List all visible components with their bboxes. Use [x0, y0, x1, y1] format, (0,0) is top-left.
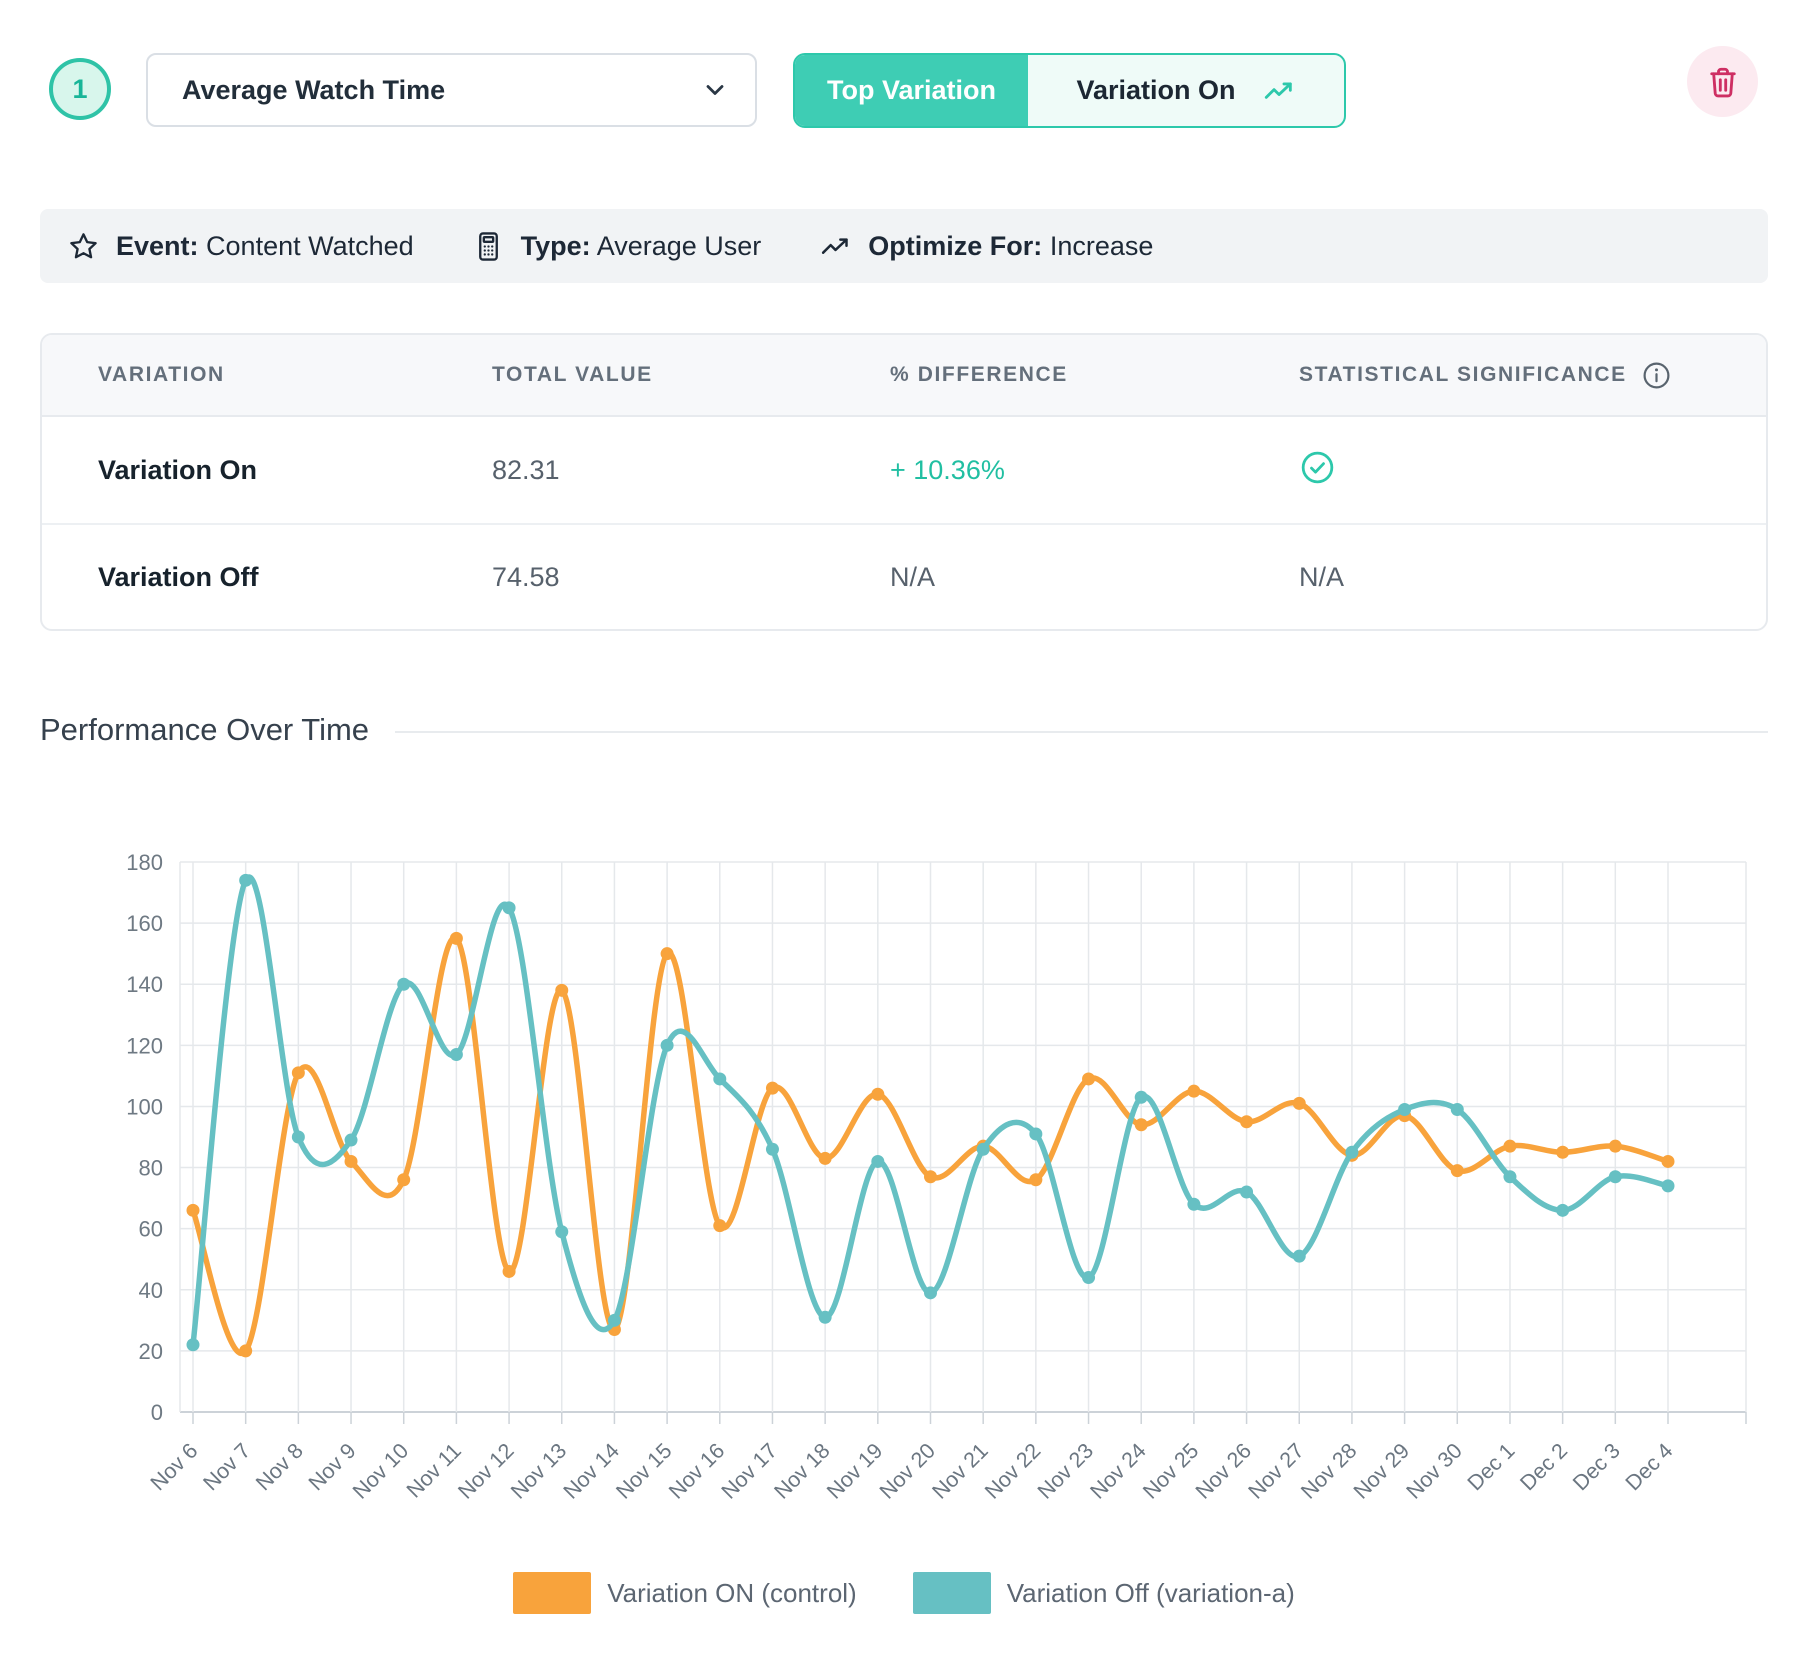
- row1-variation: Variation On: [98, 454, 258, 485]
- svg-text:Nov 23: Nov 23: [1033, 1439, 1098, 1504]
- table-row-variation-on: Variation On 82.31 + 10.36%: [42, 417, 1766, 523]
- chart-legend: Variation ON (control) Variation Off (va…: [0, 1572, 1808, 1614]
- svg-text:Dec 3: Dec 3: [1568, 1439, 1625, 1496]
- legend-item-variation-on[interactable]: Variation ON (control): [513, 1572, 857, 1614]
- legend-swatch-teal: [912, 1572, 991, 1614]
- results-table: Variation Total Value % Difference Stati…: [40, 333, 1768, 631]
- svg-text:Nov 17: Nov 17: [717, 1439, 782, 1504]
- svg-text:140: 140: [126, 972, 163, 997]
- info-icon[interactable]: [1641, 360, 1672, 391]
- svg-text:60: 60: [139, 1217, 163, 1242]
- svg-text:Nov 22: Nov 22: [980, 1439, 1045, 1504]
- check-circle-icon: [1299, 449, 1336, 486]
- row1-difference: + 10.36%: [890, 454, 1005, 485]
- row1-significance: [1299, 449, 1766, 491]
- svg-text:80: 80: [139, 1156, 163, 1181]
- chart-title-row: Performance Over Time: [40, 712, 1768, 748]
- row2-significance: N/A: [1299, 561, 1345, 592]
- delete-metric-button[interactable]: [1687, 46, 1758, 117]
- svg-text:160: 160: [126, 911, 163, 936]
- results-table-header: Variation Total Value % Difference Stati…: [42, 335, 1766, 417]
- top-variation-value-label: Variation On: [1076, 75, 1236, 105]
- summary-type: Type: Average User: [472, 230, 762, 263]
- svg-text:Nov 30: Nov 30: [1402, 1439, 1467, 1504]
- svg-text:Nov 13: Nov 13: [506, 1439, 571, 1504]
- svg-text:Nov 20: Nov 20: [875, 1439, 940, 1504]
- svg-text:Nov 21: Nov 21: [928, 1439, 993, 1504]
- svg-text:Nov 16: Nov 16: [664, 1439, 729, 1504]
- metric-index-badge: 1: [49, 58, 111, 120]
- row2-variation: Variation Off: [98, 561, 259, 592]
- legend-label-variation-off: Variation Off (variation-a): [1006, 1577, 1295, 1608]
- metric-summary-bar: Event: Content Watched Type: Average Use…: [40, 209, 1768, 283]
- summary-optimize-text: Optimize For: Increase: [868, 230, 1154, 261]
- svg-text:100: 100: [126, 1094, 163, 1119]
- row2-difference: N/A: [890, 561, 936, 592]
- svg-text:Nov 25: Nov 25: [1138, 1439, 1203, 1504]
- calculator-icon: [472, 230, 505, 263]
- trash-icon: [1705, 64, 1741, 100]
- top-variation-value[interactable]: Variation On: [1028, 55, 1344, 126]
- svg-text:Nov 18: Nov 18: [770, 1439, 835, 1504]
- svg-text:Dec 1: Dec 1: [1463, 1439, 1520, 1496]
- svg-text:Nov 28: Nov 28: [1296, 1439, 1361, 1504]
- summary-event-text: Event: Content Watched: [116, 230, 414, 261]
- summary-event: Event: Content Watched: [67, 230, 414, 263]
- row1-total-value: 82.31: [492, 454, 560, 485]
- svg-text:Dec 2: Dec 2: [1515, 1439, 1572, 1496]
- col-total-value: Total Value: [492, 363, 653, 386]
- svg-text:Nov 12: Nov 12: [453, 1439, 518, 1504]
- col-significance: Statistical Significance: [1299, 360, 1766, 391]
- title-divider: [395, 731, 1768, 733]
- summary-optimize: Optimize For: Increase: [819, 230, 1153, 263]
- col-variation: Variation: [98, 363, 225, 386]
- top-variation-label[interactable]: Top Variation: [795, 55, 1029, 126]
- svg-text:180: 180: [126, 850, 163, 875]
- legend-item-variation-off[interactable]: Variation Off (variation-a): [912, 1572, 1295, 1614]
- top-variation-toggle: Top Variation Variation On: [793, 53, 1346, 128]
- svg-text:Nov 11: Nov 11: [402, 1439, 466, 1503]
- svg-text:Nov 7: Nov 7: [199, 1439, 256, 1496]
- svg-text:Nov 6: Nov 6: [146, 1439, 203, 1496]
- trending-up-icon: [1262, 74, 1296, 108]
- svg-text:Nov 19: Nov 19: [822, 1439, 887, 1504]
- svg-text:Nov 24: Nov 24: [1086, 1439, 1151, 1504]
- svg-text:Nov 27: Nov 27: [1244, 1439, 1309, 1504]
- metric-dropdown[interactable]: Average Watch Time: [146, 53, 757, 127]
- svg-text:Nov 15: Nov 15: [612, 1439, 677, 1504]
- metric-dropdown-value: Average Watch Time: [182, 74, 446, 105]
- chart-title: Performance Over Time: [40, 712, 370, 747]
- svg-text:Nov 10: Nov 10: [348, 1439, 413, 1504]
- summary-type-text: Type: Average User: [520, 230, 762, 261]
- svg-text:Nov 29: Nov 29: [1349, 1439, 1414, 1504]
- col-difference: % Difference: [890, 363, 1068, 386]
- svg-text:40: 40: [139, 1278, 163, 1303]
- svg-text:Nov 8: Nov 8: [251, 1439, 308, 1496]
- svg-text:Nov 14: Nov 14: [559, 1439, 624, 1504]
- svg-text:120: 120: [126, 1033, 163, 1058]
- row2-total-value: 74.58: [492, 561, 560, 592]
- star-icon: [67, 230, 100, 263]
- legend-swatch-orange: [513, 1572, 592, 1614]
- legend-label-variation-on: Variation ON (control): [607, 1577, 857, 1608]
- svg-text:20: 20: [139, 1339, 163, 1364]
- svg-text:Dec 4: Dec 4: [1621, 1439, 1678, 1496]
- trend-arrow-icon: [819, 230, 852, 263]
- table-row-variation-off: Variation Off 74.58 N/A N/A: [42, 523, 1766, 629]
- svg-text:0: 0: [151, 1400, 163, 1425]
- svg-text:Nov 26: Nov 26: [1191, 1439, 1256, 1504]
- chevron-down-icon: [701, 76, 729, 104]
